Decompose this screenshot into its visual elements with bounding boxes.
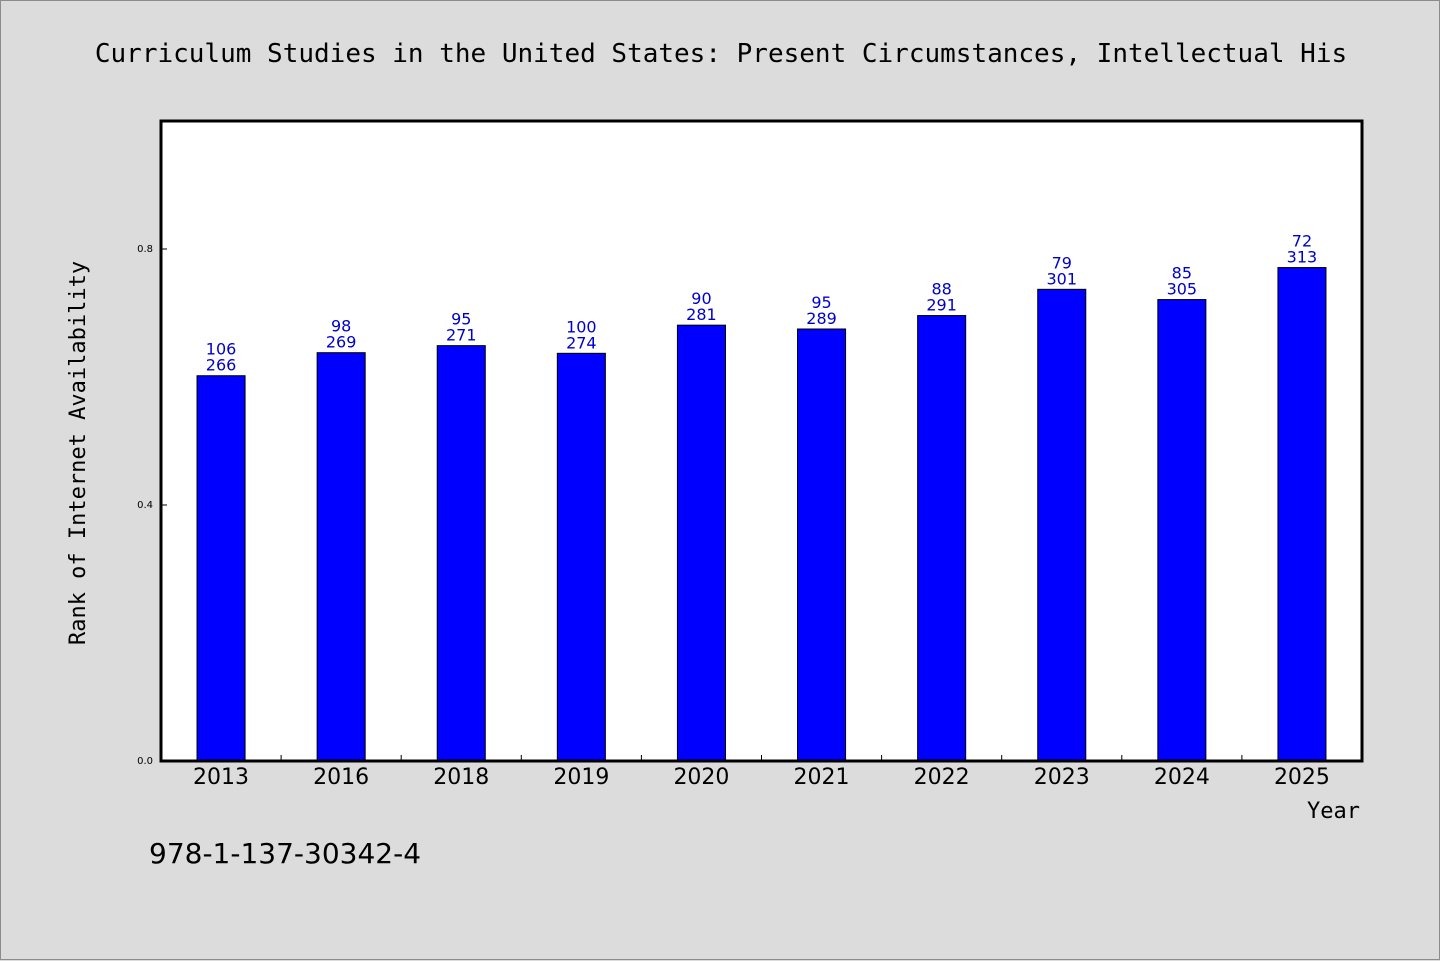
y-axis-label: Rank of Internet Availability	[66, 261, 91, 645]
bar-label-top-2021: 95	[811, 293, 831, 312]
bar-2022[interactable]	[917, 315, 967, 762]
bar-label-top-2020: 90	[691, 289, 711, 308]
y-tick-label-0.4: 0.4	[137, 500, 153, 511]
y-tick-label-0.0: 0.0	[137, 756, 153, 767]
bar-2016[interactable]	[316, 352, 366, 762]
y-tick-label-0.8: 0.8	[137, 244, 153, 255]
bar-label-top-2013: 106	[206, 340, 237, 359]
bar-2021[interactable]	[797, 328, 847, 762]
bar-label-bottom-2018: 271	[446, 326, 477, 345]
bar-2023[interactable]	[1037, 288, 1087, 762]
x-tick-label-2021: 2021	[794, 765, 850, 790]
bar-label-bottom-2019: 274	[566, 333, 597, 352]
bar-label-top-2025: 72	[1292, 232, 1312, 251]
bar-label-bottom-2021: 289	[806, 309, 837, 328]
x-tick-label-2013: 2013	[193, 765, 249, 790]
x-tick-label-2023: 2023	[1034, 765, 1090, 790]
isbn-footer: 978-1-137-30342-4	[149, 837, 421, 870]
bar-label-bottom-2020: 281	[686, 305, 717, 324]
bar-2019[interactable]	[556, 352, 606, 762]
x-tick-label-2025: 2025	[1274, 765, 1330, 790]
x-tick-label-2016: 2016	[313, 765, 369, 790]
bar-label-bottom-2025: 313	[1287, 248, 1318, 267]
bar-label-top-2018: 95	[451, 310, 471, 329]
bar-label-bottom-2024: 305	[1167, 280, 1198, 299]
bar-2020[interactable]	[676, 324, 726, 762]
bar-label-top-2016: 98	[331, 317, 351, 336]
bar-label-top-2022: 88	[931, 280, 951, 299]
bar-label-bottom-2013: 266	[206, 356, 237, 375]
bar-label-top-2024: 85	[1172, 264, 1192, 283]
x-tick-label-2022: 2022	[914, 765, 970, 790]
x-tick-label-2020: 2020	[673, 765, 729, 790]
bar-label-top-2023: 79	[1052, 253, 1072, 272]
plot-border	[159, 119, 1364, 763]
bar-2013[interactable]	[196, 375, 246, 762]
chart-title: Curriculum Studies in the United States:…	[95, 39, 1347, 69]
x-tick-label-2018: 2018	[433, 765, 489, 790]
x-axis-ticks: 2013 2016 2018 2019 2020 2021 2022 2023 2024 2025	[193, 755, 1330, 790]
bar-label-top-2019: 100	[566, 317, 597, 336]
bar-2025[interactable]	[1277, 267, 1327, 762]
x-tick-label-2024: 2024	[1154, 765, 1210, 790]
bar-2024[interactable]	[1157, 299, 1207, 762]
bar-label-bottom-2022: 291	[926, 296, 957, 315]
x-axis-label: Year	[1307, 799, 1360, 824]
bar-label-bottom-2023: 301	[1046, 269, 1077, 288]
bar-2018[interactable]	[436, 345, 486, 762]
x-tick-label-2019: 2019	[553, 765, 609, 790]
bar-label-bottom-2016: 269	[326, 333, 357, 352]
